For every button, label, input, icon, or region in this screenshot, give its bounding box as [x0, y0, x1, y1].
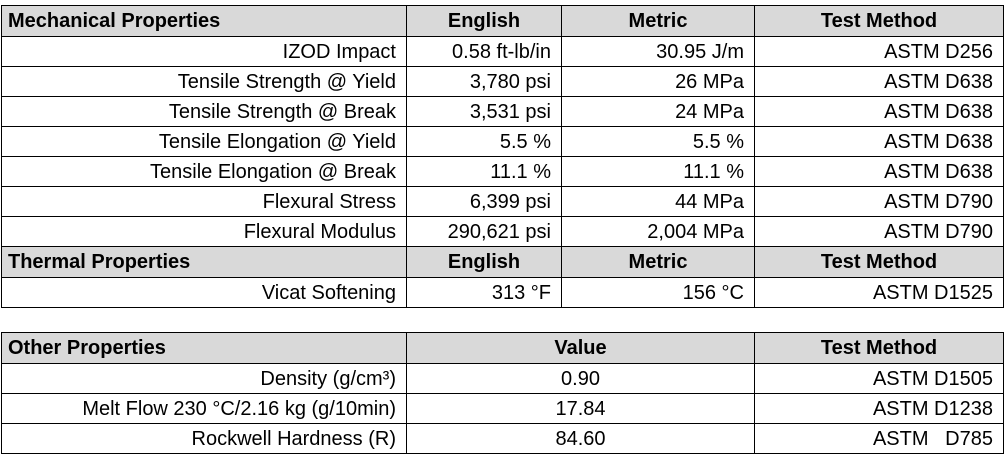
- table-row: Tensile Strength @ Break 3,531 psi 24 MP…: [1, 96, 1004, 127]
- property-name: Vicat Softening: [1, 277, 407, 308]
- thermal-properties-heading: Thermal Properties: [1, 246, 407, 278]
- metric-value: 156 °C: [561, 277, 755, 308]
- english-value: 3,780 psi: [406, 66, 562, 97]
- metric-column-heading: Metric: [561, 5, 755, 37]
- test-method-column-heading: Test Method: [754, 246, 1004, 278]
- property-name: Melt Flow 230 °C/2.16 kg (g/10min): [1, 393, 407, 424]
- mechanical-properties-heading: Mechanical Properties: [1, 5, 407, 37]
- english-value: 6,399 psi: [406, 186, 562, 217]
- test-method: ASTM D638: [754, 156, 1004, 187]
- property-name: Flexural Modulus: [1, 216, 407, 247]
- table-row: Tensile Elongation @ Yield 5.5 % 5.5 % A…: [1, 126, 1004, 157]
- thermal-header-row: Thermal Properties English Metric Test M…: [1, 246, 1004, 278]
- test-method: ASTM D638: [754, 126, 1004, 157]
- property-value: 84.60: [406, 423, 755, 454]
- property-value: 17.84: [406, 393, 755, 424]
- property-name: Density (g/cm³): [1, 363, 407, 394]
- metric-value: 26 MPa: [561, 66, 755, 97]
- test-method: ASTM D1238: [754, 393, 1004, 424]
- value-column-heading: Value: [406, 332, 755, 364]
- test-method: ASTM D1525: [754, 277, 1004, 308]
- property-name: Tensile Strength @ Yield: [1, 66, 407, 97]
- test-method: ASTM D638: [754, 96, 1004, 127]
- other-properties-heading: Other Properties: [1, 332, 407, 364]
- other-properties-table: Other Properties Value Test Method Densi…: [1, 332, 1004, 454]
- property-name: Tensile Strength @ Break: [1, 96, 407, 127]
- english-value: 11.1 %: [406, 156, 562, 187]
- table-row: Rockwell Hardness (R) 84.60 ASTM D785: [1, 423, 1004, 454]
- property-name: Flexural Stress: [1, 186, 407, 217]
- test-method: ASTM D785: [754, 423, 1004, 454]
- metric-value: 11.1 %: [561, 156, 755, 187]
- table-row: Vicat Softening 313 °F 156 °C ASTM D1525: [1, 277, 1004, 308]
- table-row: Melt Flow 230 °C/2.16 kg (g/10min) 17.84…: [1, 393, 1004, 424]
- table-row: Tensile Strength @ Yield 3,780 psi 26 MP…: [1, 66, 1004, 97]
- property-name: Tensile Elongation @ Yield: [1, 126, 407, 157]
- english-value: 0.58 ft-lb/in: [406, 36, 562, 67]
- metric-value: 24 MPa: [561, 96, 755, 127]
- english-column-heading: English: [406, 5, 562, 37]
- test-method: ASTM D638: [754, 66, 1004, 97]
- english-value: 3,531 psi: [406, 96, 562, 127]
- english-column-heading: English: [406, 246, 562, 278]
- test-method-column-heading: Test Method: [754, 332, 1004, 364]
- metric-column-heading: Metric: [561, 246, 755, 278]
- english-value: 313 °F: [406, 277, 562, 308]
- metric-value: 2,004 MPa: [561, 216, 755, 247]
- properties-table: Mechanical Properties English Metric Tes…: [1, 5, 1004, 308]
- table-row: Flexural Modulus 290,621 psi 2,004 MPa A…: [1, 216, 1004, 247]
- table-row: Density (g/cm³) 0.90 ASTM D1505: [1, 363, 1004, 394]
- mechanical-header-row: Mechanical Properties English Metric Tes…: [1, 5, 1004, 37]
- metric-value: 44 MPa: [561, 186, 755, 217]
- english-value: 5.5 %: [406, 126, 562, 157]
- property-value: 0.90: [406, 363, 755, 394]
- other-header-row: Other Properties Value Test Method: [1, 332, 1004, 364]
- test-method: ASTM D1505: [754, 363, 1004, 394]
- english-value: 290,621 psi: [406, 216, 562, 247]
- table-row: IZOD Impact 0.58 ft-lb/in 30.95 J/m ASTM…: [1, 36, 1004, 67]
- table-row: Flexural Stress 6,399 psi 44 MPa ASTM D7…: [1, 186, 1004, 217]
- table-row: Tensile Elongation @ Break 11.1 % 11.1 %…: [1, 156, 1004, 187]
- metric-value: 30.95 J/m: [561, 36, 755, 67]
- test-method-column-heading: Test Method: [754, 5, 1004, 37]
- test-method: ASTM D790: [754, 216, 1004, 247]
- test-method: ASTM D256: [754, 36, 1004, 67]
- property-name: IZOD Impact: [1, 36, 407, 67]
- property-name: Tensile Elongation @ Break: [1, 156, 407, 187]
- metric-value: 5.5 %: [561, 126, 755, 157]
- property-name: Rockwell Hardness (R): [1, 423, 407, 454]
- test-method: ASTM D790: [754, 186, 1004, 217]
